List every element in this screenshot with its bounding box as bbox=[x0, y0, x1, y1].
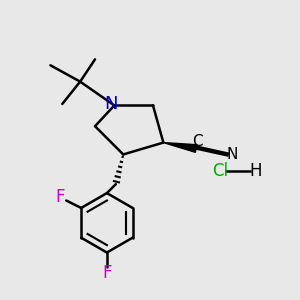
Text: N: N bbox=[105, 95, 118, 113]
Text: C: C bbox=[192, 134, 202, 149]
Text: N: N bbox=[227, 147, 238, 162]
Polygon shape bbox=[164, 142, 197, 152]
Text: F: F bbox=[102, 264, 112, 282]
Text: Cl: Cl bbox=[212, 162, 228, 180]
Text: H: H bbox=[249, 162, 262, 180]
Text: F: F bbox=[56, 188, 65, 206]
